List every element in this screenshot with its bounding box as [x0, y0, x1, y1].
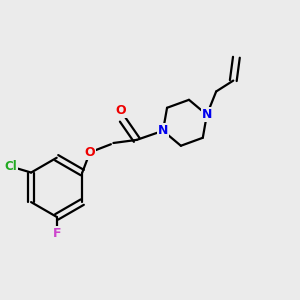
- Text: Cl: Cl: [4, 160, 17, 173]
- Text: N: N: [158, 124, 168, 137]
- Text: O: O: [116, 104, 127, 118]
- Text: F: F: [52, 227, 61, 241]
- Text: O: O: [85, 146, 95, 159]
- Text: N: N: [202, 108, 212, 121]
